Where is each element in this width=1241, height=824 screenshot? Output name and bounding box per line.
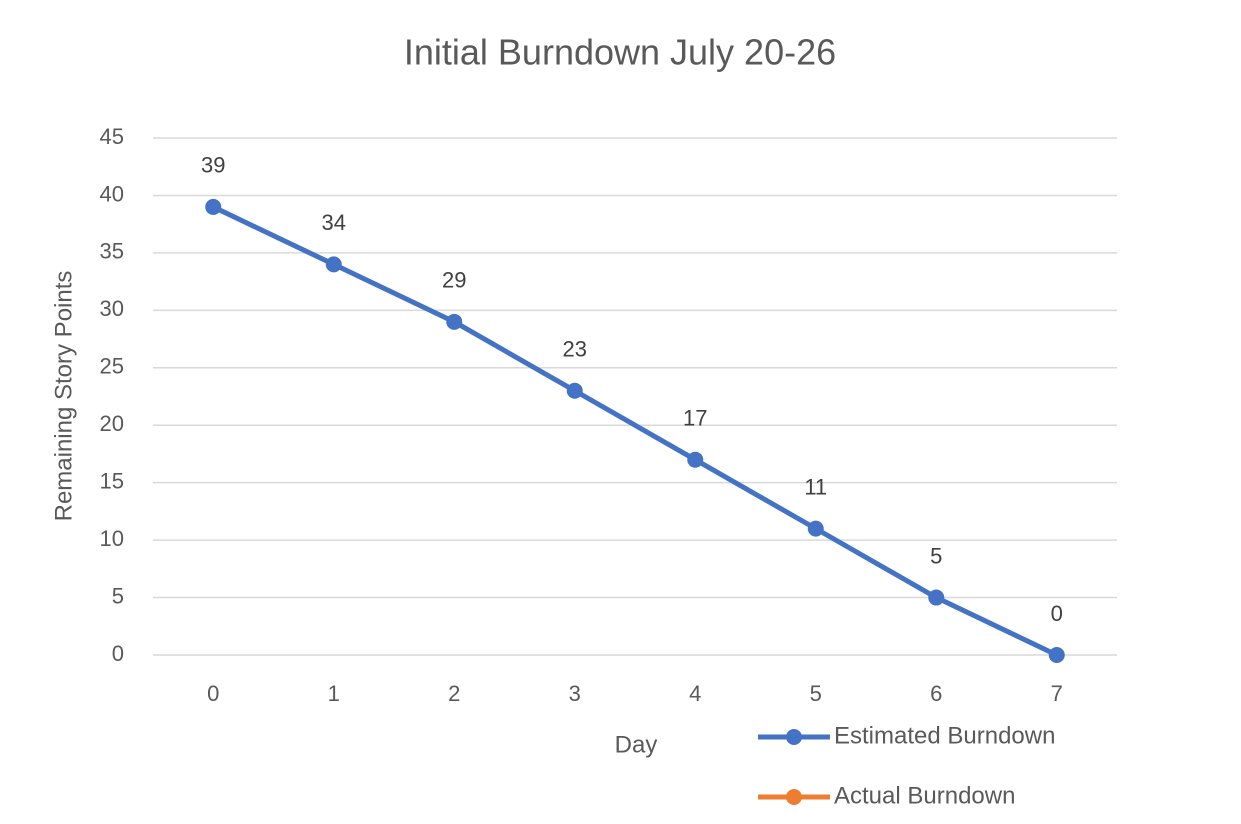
x-axis-title: Day	[615, 731, 658, 758]
data-label: 0	[1051, 601, 1063, 626]
data-label: 29	[442, 268, 466, 293]
y-tick-label: 15	[100, 468, 124, 493]
legend-marker	[786, 729, 802, 745]
y-axis-title: Remaining Story Points	[50, 271, 77, 522]
point-marker	[446, 313, 463, 330]
data-label: 17	[683, 406, 707, 431]
y-tick-label: 25	[100, 354, 124, 379]
data-label: 5	[930, 543, 942, 568]
x-tick-label: 2	[448, 681, 460, 706]
y-tick-label: 5	[112, 583, 124, 608]
x-tick-label: 7	[1051, 681, 1063, 706]
x-tick-label: 5	[810, 681, 822, 706]
legend-label: Actual Burndown	[834, 782, 1015, 809]
y-tick-label: 0	[112, 641, 124, 666]
x-tick-label: 4	[689, 681, 701, 706]
point-marker	[807, 520, 824, 537]
y-tick-label: 30	[100, 296, 124, 321]
point-marker	[325, 256, 342, 273]
legend-marker	[786, 789, 802, 805]
x-tick-label: 6	[930, 681, 942, 706]
y-tick-label: 45	[100, 124, 124, 149]
data-label: 11	[804, 474, 827, 499]
chart-title: Initial Burndown July 20-26	[404, 32, 836, 73]
y-tick-label: 35	[100, 239, 124, 264]
point-marker	[205, 198, 222, 215]
series-line	[212, 204, 1058, 658]
data-label: 23	[563, 337, 587, 362]
point-marker	[1048, 647, 1065, 663]
data-label: 39	[201, 153, 225, 178]
x-tick-label: 3	[569, 681, 581, 706]
x-tick-label: 1	[328, 681, 340, 706]
y-tick-label: 10	[100, 526, 124, 551]
data-label: 34	[322, 210, 346, 235]
x-tick-label: 0	[207, 681, 219, 706]
point-marker	[928, 589, 945, 606]
point-marker	[687, 451, 704, 468]
legend-label: Estimated Burndown	[834, 722, 1055, 749]
point-marker	[566, 382, 583, 399]
y-tick-label: 20	[100, 411, 124, 436]
y-tick-label: 40	[100, 181, 124, 206]
